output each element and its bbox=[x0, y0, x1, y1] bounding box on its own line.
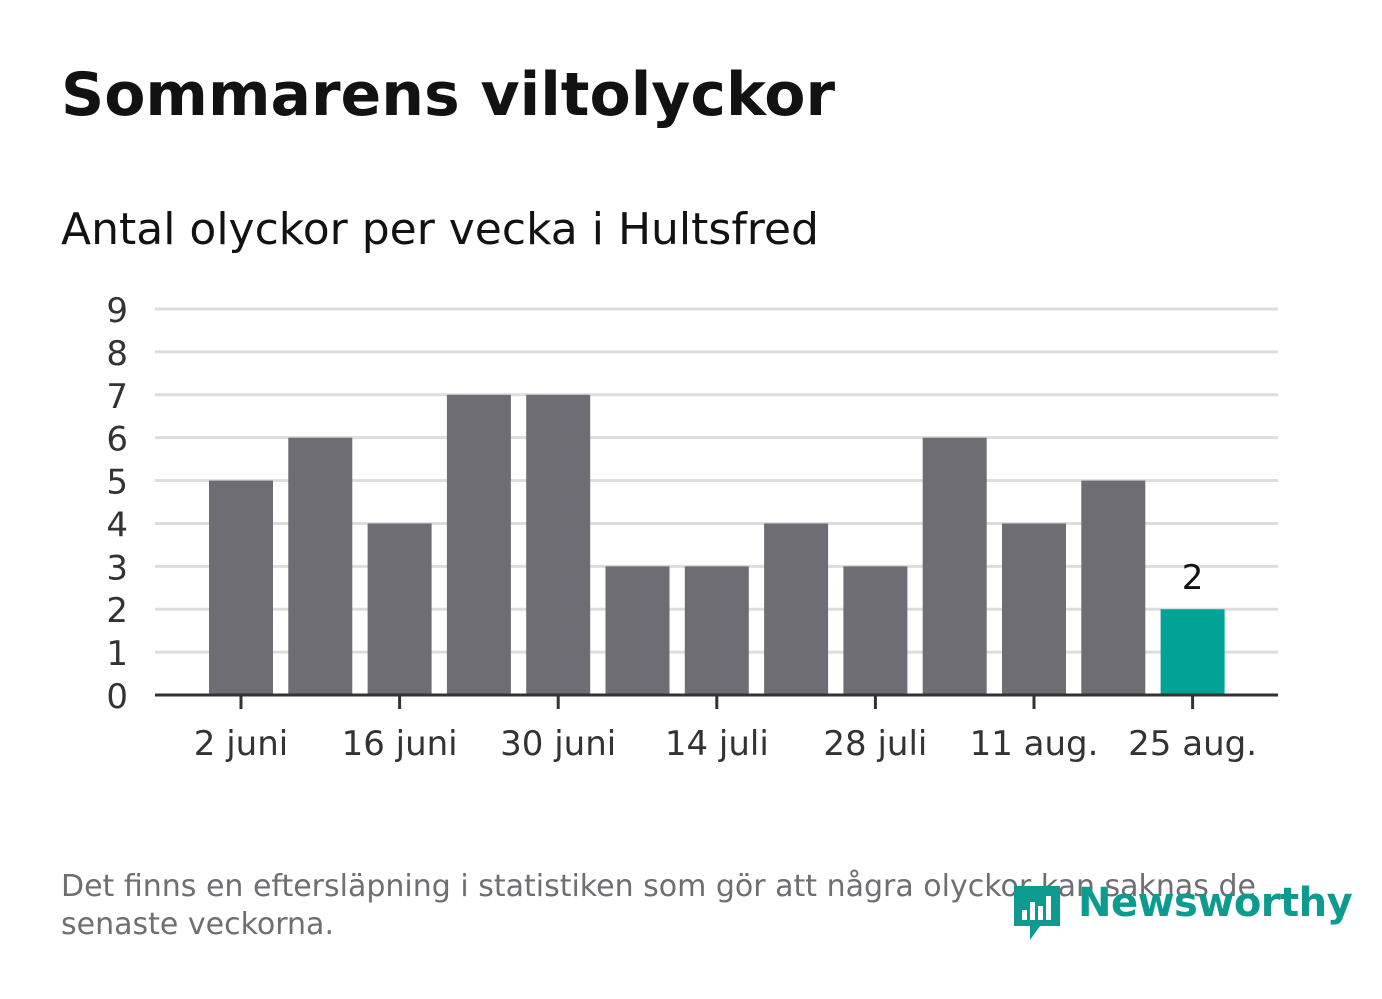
x-tick-label: 30 juni bbox=[500, 724, 616, 764]
bar-highlighted bbox=[1160, 609, 1225, 695]
y-tick-label-4: 4 bbox=[106, 505, 128, 545]
y-tick-label-3: 3 bbox=[106, 548, 128, 588]
y-tick-label-7: 7 bbox=[106, 377, 128, 417]
y-tick-label-9: 9 bbox=[106, 291, 128, 331]
chart-subtitle: Antal olyckor per vecka i Hultsfred bbox=[61, 204, 819, 255]
bar bbox=[446, 394, 511, 695]
x-tick-label: 16 juni bbox=[342, 724, 458, 764]
bar bbox=[605, 566, 670, 695]
bar bbox=[1081, 480, 1146, 695]
y-tick-label-0: 0 bbox=[106, 677, 128, 717]
bar bbox=[684, 566, 749, 695]
x-tick-label: 2 juni bbox=[194, 724, 288, 764]
bar bbox=[367, 523, 432, 695]
y-tick-label-6: 6 bbox=[106, 420, 128, 460]
bars bbox=[209, 394, 1225, 695]
bar bbox=[764, 523, 829, 695]
bar bbox=[526, 394, 591, 695]
bar bbox=[209, 480, 273, 695]
newsworthy-logo-icon bbox=[1014, 886, 1060, 940]
x-tick-label: 14 juli bbox=[665, 724, 769, 764]
x-axis-ticks: 2 juni 16 juni 30 juni 14 juli 28 juli 11 aug… bbox=[194, 695, 1257, 764]
y-tick-label-5: 5 bbox=[106, 463, 128, 503]
bar bbox=[922, 437, 987, 695]
data-labels: 2 bbox=[1182, 558, 1204, 598]
chart-title: Sommarens viltolyckor bbox=[61, 60, 836, 130]
brand-name: Newsworthy bbox=[1078, 880, 1353, 926]
y-tick-label-1: 1 bbox=[106, 634, 128, 674]
y-tick-label-8: 8 bbox=[106, 334, 128, 374]
bar bbox=[1002, 523, 1066, 695]
x-tick-label: 28 juli bbox=[823, 724, 927, 764]
data-label-highlighted: 2 bbox=[1182, 558, 1204, 598]
brand-logo: Newsworthy bbox=[1010, 876, 1353, 946]
y-tick-label-2: 2 bbox=[106, 591, 128, 631]
bar bbox=[288, 437, 353, 695]
bar bbox=[843, 566, 908, 695]
x-tick-label: 25 aug. bbox=[1128, 724, 1257, 764]
x-tick-label: 11 aug. bbox=[970, 724, 1099, 764]
